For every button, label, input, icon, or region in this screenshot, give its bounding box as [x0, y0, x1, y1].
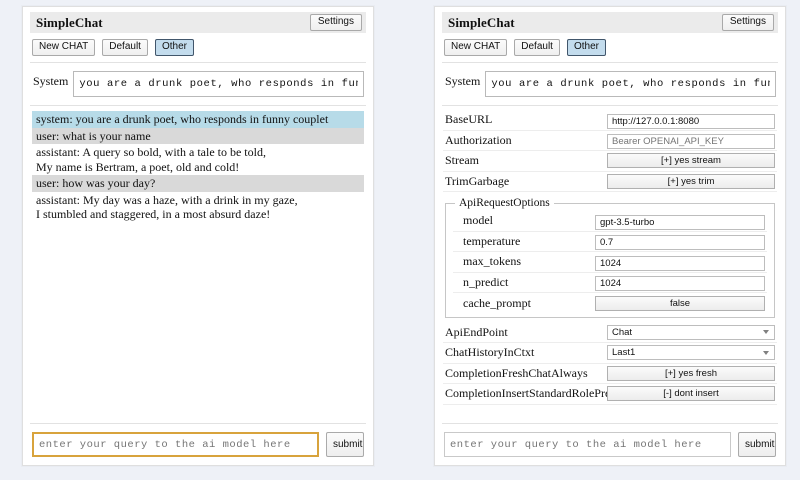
query-zone-settings: submit	[442, 423, 778, 459]
trimgarbage-toggle-button[interactable]: [+] yes trim	[607, 173, 775, 189]
n-predict-input[interactable]	[595, 276, 765, 292]
system-prompt-label: System	[33, 74, 69, 88]
chat-history-label: ChatHistoryInCtxt	[445, 345, 535, 360]
stream-label: Stream	[445, 153, 479, 168]
settings-button-2[interactable]: Settings	[721, 14, 774, 31]
chat-session-bar-2: New CHAT Default Other	[442, 33, 778, 63]
role-prefix-label: CompletionInsertStandardRolePrefix	[445, 386, 624, 401]
setting-row-max-tokens: max_tokens	[453, 252, 767, 273]
session-tab-default-2[interactable]: Default	[514, 39, 560, 56]
authorization-label: Authorization	[445, 132, 512, 147]
system-prompt-input[interactable]	[73, 71, 364, 97]
submit-button[interactable]: submit	[326, 432, 364, 457]
temperature-input[interactable]	[595, 235, 765, 251]
chat-history-select[interactable]: Last1	[607, 345, 775, 361]
baseurl-label: BaseURL	[445, 112, 493, 127]
chat-message-user-2: user: how was your day?	[32, 175, 364, 192]
submit-button-2[interactable]: submit	[738, 432, 776, 457]
chat-panel: SimpleChat Settings New CHAT Default Oth…	[22, 6, 374, 466]
setting-row-api-endpoint: ApiEndPoint Chat	[443, 323, 777, 343]
chevron-down-icon-2	[763, 350, 769, 355]
setting-row-chat-history: ChatHistoryInCtxt Last1	[443, 343, 777, 364]
titlebar-chat: SimpleChat Settings	[30, 12, 366, 33]
app-title-settings: SimpleChat	[448, 14, 515, 30]
chat-message-assistant-1: assistant: A query so bold, with a tale …	[36, 145, 266, 174]
api-endpoint-value: Chat	[612, 326, 633, 338]
setting-row-temperature: temperature	[453, 232, 767, 252]
setting-row-fresh-chat: CompletionFreshChatAlways [+] yes fresh	[443, 364, 777, 384]
system-prompt-input-2[interactable]	[485, 71, 776, 97]
chat-message-user-1: user: what is your name	[32, 127, 364, 144]
setting-row-baseurl: BaseURL	[443, 110, 777, 131]
new-chat-button[interactable]: New CHAT	[32, 39, 96, 56]
model-label: model	[463, 213, 493, 228]
setting-row-authorization: Authorization	[443, 131, 777, 151]
temperature-label: temperature	[463, 233, 521, 248]
settings-button[interactable]: Settings	[309, 14, 362, 31]
max-tokens-label: max_tokens	[463, 254, 521, 269]
query-input-2[interactable]	[444, 432, 731, 457]
system-prompt-label-2: System	[445, 74, 481, 88]
setting-row-n-predict: n_predict	[453, 273, 767, 293]
cache-prompt-label: cache_prompt	[463, 295, 531, 310]
titlebar-settings: SimpleChat Settings	[442, 12, 778, 33]
n-predict-label: n_predict	[463, 274, 509, 289]
setting-row-trimgarbage: TrimGarbage [+] yes trim	[443, 172, 777, 192]
stream-toggle-button[interactable]: [+] yes stream	[607, 153, 775, 169]
trimgarbage-label: TrimGarbage	[445, 173, 510, 188]
system-prompt-row: System	[30, 63, 366, 106]
system-prompt-row-2: System	[442, 63, 778, 106]
setting-row-model: model	[453, 211, 767, 232]
setting-row-role-prefix: CompletionInsertStandardRolePrefix [-] d…	[443, 384, 777, 405]
setting-row-cache-prompt: cache_prompt false	[453, 293, 767, 314]
session-tab-default[interactable]: Default	[102, 39, 148, 56]
authorization-input[interactable]	[607, 134, 775, 150]
setting-row-stream: Stream [+] yes stream	[443, 151, 777, 172]
settings-list: BaseURL Authorization Stream [+] yes str…	[442, 106, 778, 423]
baseurl-input[interactable]	[607, 113, 775, 129]
fresh-chat-toggle-button[interactable]: [+] yes fresh	[607, 365, 775, 381]
session-tab-other-2[interactable]: Other	[566, 39, 606, 56]
chat-history-value: Last1	[612, 347, 636, 359]
chevron-down-icon	[763, 330, 769, 335]
fresh-chat-label: CompletionFreshChatAlways	[445, 365, 588, 380]
query-zone-chat: submit	[30, 423, 366, 459]
session-tab-other[interactable]: Other	[154, 39, 194, 56]
api-request-options-group: ApiRequestOptions model temperature max_…	[445, 197, 775, 318]
api-endpoint-label: ApiEndPoint	[445, 324, 508, 339]
role-prefix-toggle-button[interactable]: [-] dont insert	[607, 386, 775, 402]
model-input[interactable]	[595, 214, 765, 230]
query-input[interactable]	[32, 432, 319, 457]
chat-message-system: system: you are a drunk poet, who respon…	[32, 111, 364, 128]
api-request-options-legend: ApiRequestOptions	[459, 197, 550, 209]
settings-panel: SimpleChat Settings New CHAT Default Oth…	[434, 6, 786, 466]
chat-log: system: you are a drunk poet, who respon…	[30, 106, 366, 423]
api-endpoint-select[interactable]: Chat	[607, 324, 775, 340]
max-tokens-input[interactable]	[595, 255, 765, 271]
app-title: SimpleChat	[36, 14, 103, 30]
chat-message-assistant-2: assistant: My day was a haze, with a dri…	[36, 192, 298, 222]
chat-session-bar: New CHAT Default Other	[30, 33, 366, 63]
new-chat-button-2[interactable]: New CHAT	[444, 39, 508, 56]
cache-prompt-toggle-button[interactable]: false	[595, 295, 765, 311]
